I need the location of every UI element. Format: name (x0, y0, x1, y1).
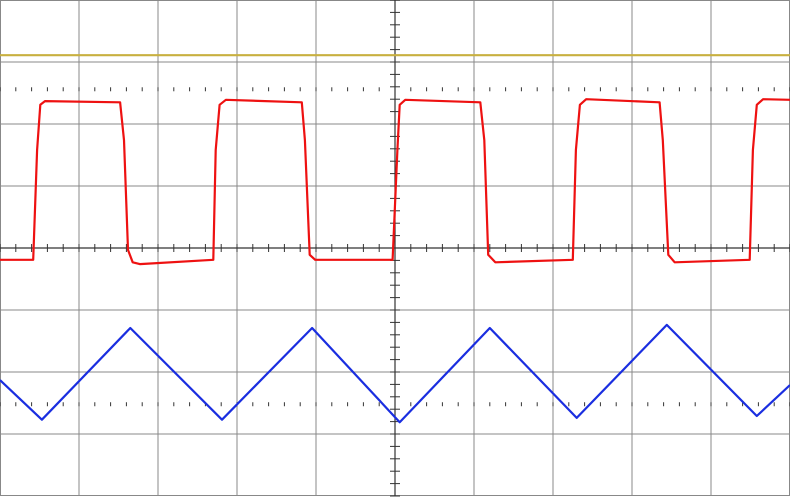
trace (0, 323, 790, 424)
traces (0, 54, 790, 424)
trace (0, 98, 790, 266)
